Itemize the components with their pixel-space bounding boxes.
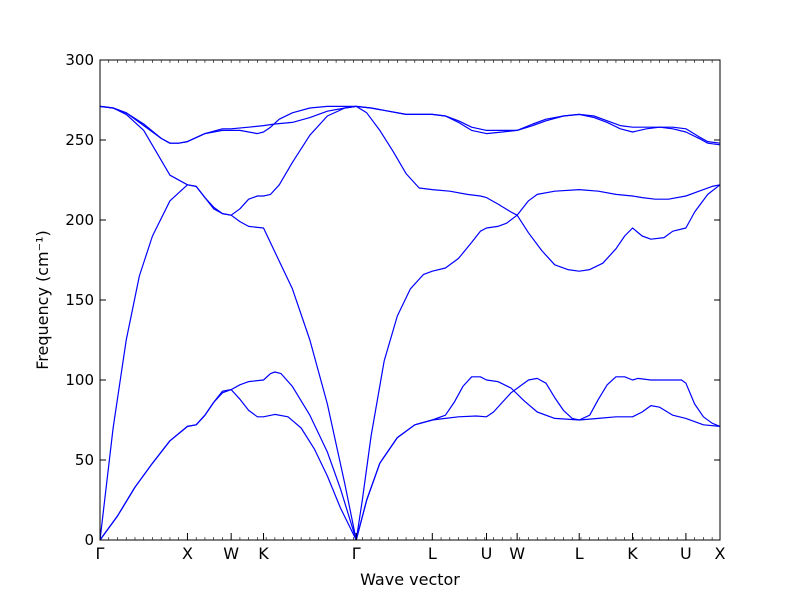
x-tick-label: Γ [96,544,105,563]
band-line-10 [355,105,721,272]
band-line-6 [99,105,357,144]
x-axis-label: Wave vector [360,570,460,589]
x-tick-label: W [223,544,239,563]
band-line-7 [355,376,721,541]
band-line-4 [99,105,357,216]
plot-frame [99,59,721,541]
axes-layer [99,59,721,541]
band-line-5 [99,105,357,144]
band-line-9 [355,184,721,541]
x-tick-label: L [428,544,437,563]
x-tick-label: U [481,544,493,563]
y-axis-label: Frequency (cm⁻¹) [33,230,52,369]
band-line-8 [355,376,721,541]
y-tick-label: 150 [65,291,94,309]
y-tick-label: 200 [65,211,94,229]
y-tick-labels: 0 50 100 150 200 250 300 [65,51,94,549]
band-line-11 [356,105,721,144]
band-line-2 [99,371,357,541]
y-tick-label: 250 [65,131,94,149]
minor-ticks [99,60,713,540]
x-tick-label: K [627,544,638,563]
x-tick-label: L [575,544,584,563]
x-tick-label: X [715,544,726,563]
x-tick-label: X [182,544,193,563]
y-tick-label: 100 [65,371,94,389]
x-tick-label: K [258,544,269,563]
series-layer [99,105,721,541]
y-tick-label: 0 [84,531,94,549]
band-line-1 [99,389,357,541]
y-tick-label: 50 [75,451,94,469]
x-tick-label: Γ [352,544,361,563]
x-tick-label: W [509,544,525,563]
band-line-3 [99,184,357,541]
x-tick-label: U [680,544,692,563]
y-tick-label: 300 [65,51,94,69]
band-line-12 [356,105,721,146]
